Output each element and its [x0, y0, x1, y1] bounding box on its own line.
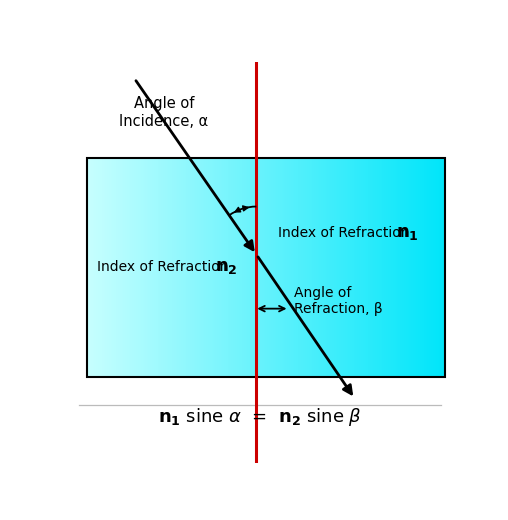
Text: Index of Refraction: Index of Refraction	[278, 226, 414, 240]
Text: Index of Refraction: Index of Refraction	[97, 259, 233, 274]
Bar	[87, 159, 446, 376]
Text: Angle of
Incidence, α: Angle of Incidence, α	[119, 96, 208, 128]
Text: $\mathbf{n_1}$: $\mathbf{n_1}$	[396, 224, 419, 242]
Text: $\mathbf{n_2}$: $\mathbf{n_2}$	[215, 257, 238, 276]
Text: Angle of
Refraction, β: Angle of Refraction, β	[294, 285, 383, 316]
Text: $\mathbf{n_1}$ sine $\alpha$  =  $\mathbf{n_2}$ sine $\beta$: $\mathbf{n_1}$ sine $\alpha$ = $\mathbf{…	[158, 406, 362, 428]
